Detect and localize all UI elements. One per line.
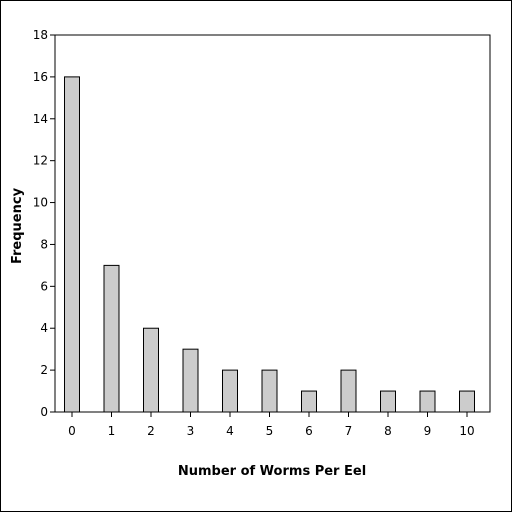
bar (420, 391, 435, 412)
x-tick-label: 3 (187, 424, 195, 438)
bar (183, 349, 198, 412)
bar (302, 391, 317, 412)
x-tick-label: 1 (108, 424, 116, 438)
x-axis: 0 1 2 3 4 5 6 7 8 9 10 (68, 412, 474, 438)
bar (341, 370, 356, 412)
y-tick-label: 12 (33, 154, 48, 168)
x-tick-label: 9 (424, 424, 432, 438)
x-tick-label: 4 (226, 424, 234, 438)
bar (65, 77, 80, 412)
x-tick-label: 7 (345, 424, 353, 438)
bar (104, 265, 119, 412)
y-axis-title: Frequency (10, 187, 25, 264)
plot-area (55, 35, 490, 412)
x-tick-label: 6 (305, 424, 313, 438)
y-tick-label: 18 (33, 28, 48, 42)
y-tick-label: 4 (40, 321, 48, 335)
y-tick-label: 8 (40, 237, 48, 251)
x-tick-label: 2 (147, 424, 155, 438)
x-tick-label: 10 (459, 424, 474, 438)
y-axis: 0 2 4 6 8 10 12 14 16 18 (33, 28, 55, 419)
y-tick-label: 0 (40, 405, 48, 419)
x-tick-label: 8 (384, 424, 392, 438)
y-tick-label: 2 (40, 363, 48, 377)
x-tick-label: 5 (266, 424, 274, 438)
bar (460, 391, 475, 412)
y-tick-label: 14 (33, 112, 48, 126)
x-axis-title: Number of Worms Per Eel (178, 464, 366, 479)
bar (144, 328, 159, 412)
bar (381, 391, 396, 412)
y-tick-label: 10 (33, 196, 48, 210)
x-tick-label: 0 (68, 424, 76, 438)
bar (262, 370, 277, 412)
y-tick-label: 6 (40, 279, 48, 293)
bar (223, 370, 238, 412)
y-tick-label: 16 (33, 70, 48, 84)
